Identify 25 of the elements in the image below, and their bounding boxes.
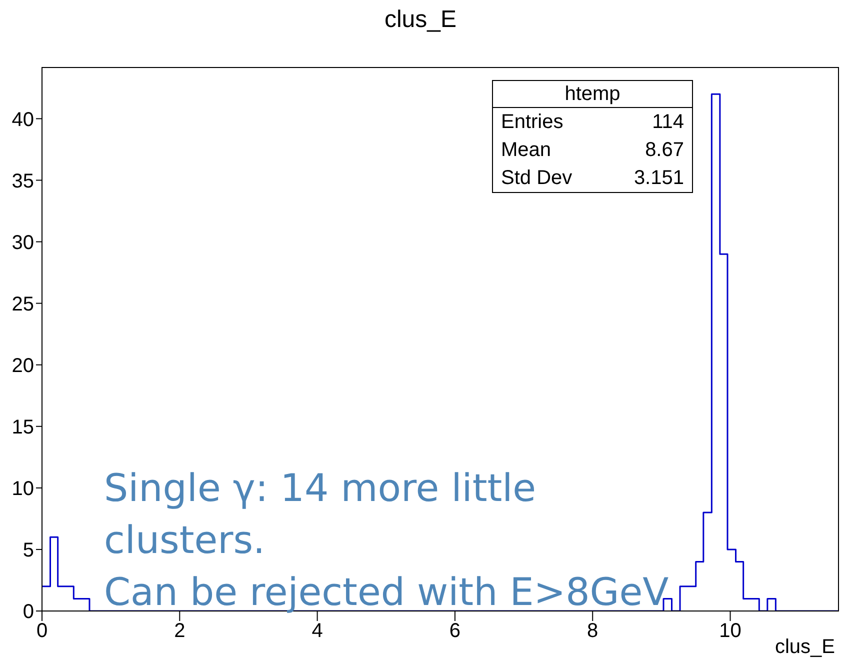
x-tick-label: 6 [449, 620, 461, 642]
annotation: Std Dev [501, 166, 572, 191]
y-tick-label: 25 [12, 293, 34, 316]
annotation: 3.151 [634, 166, 684, 191]
x-tick-label: 10 [719, 620, 742, 642]
y-tick-label: 35 [12, 170, 34, 192]
y-tick-label: 30 [12, 232, 34, 254]
annotation: Single γ: 14 more little clusters. [104, 465, 538, 564]
y-tick-label: 10 [12, 478, 34, 500]
y-tick-label: 20 [12, 354, 34, 377]
y-tick-label: 15 [12, 416, 34, 438]
x-tick-label: 8 [587, 620, 598, 642]
annotation: htemp [493, 81, 692, 108]
annotation: 8.67 [645, 138, 684, 163]
annotation: Entries [501, 110, 564, 135]
y-tick-label: 0 [22, 601, 34, 624]
annotation: Can be rejected with E>8GeV [104, 569, 669, 616]
x-tick-label: 4 [312, 620, 323, 642]
annotation: 114 [652, 110, 684, 135]
x-tick-label: 2 [174, 620, 186, 642]
y-tick-label: 40 [12, 108, 34, 131]
chart-title: clus_E [383, 6, 458, 34]
annotation: Mean [501, 138, 552, 163]
y-tick-label: 5 [22, 540, 34, 562]
x-axis-title: clus_E [774, 636, 835, 659]
